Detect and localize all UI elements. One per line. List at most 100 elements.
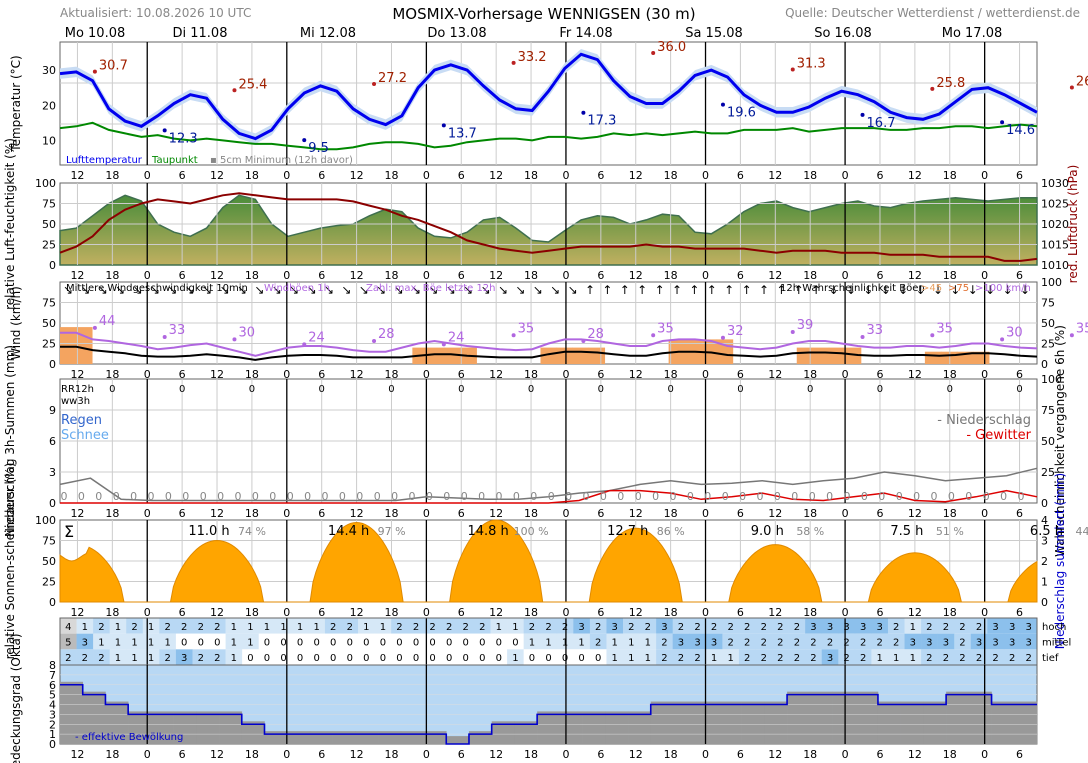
cloud-layer-value: 1 [148,638,154,649]
hour-tick: 18 [803,368,817,381]
precip-3h-value: 0 [687,490,694,503]
precip-3h-value: 0 [269,490,276,503]
cloud-cover-bar [923,701,947,744]
cloud-layer-value: 0 [363,638,369,649]
hour-tick: 6 [737,507,744,520]
cloud-layer-cell [76,618,94,634]
hour-tick: 12 [489,606,503,619]
hour-tick: 12 [489,169,503,182]
wind-arrow: ↘ [115,283,125,297]
cloud-layer-cell [738,633,756,650]
wind-arrow: ↓ [916,283,926,297]
hour-tick: 18 [384,748,398,761]
cloud-layer-value: 0 [297,638,303,649]
hour-tick: 18 [245,169,259,182]
cloud-layer-cell [341,649,359,665]
y-axis-label: relative Sonnen-scheindauer (%) [3,463,17,660]
cloud-layer-cell [109,633,127,650]
cloud-cover-bar [128,711,152,744]
wind-arrow: ↓ [863,283,873,297]
hour-tick: 12 [489,269,503,282]
cloud-layer-value: 2 [181,622,187,633]
cloud-layer-value: 1 [82,622,88,633]
cloud-layer-value: 5 [65,638,71,649]
cloud-layer-value: 2 [860,638,866,649]
cloud-layer-cell [457,649,475,665]
cloud-layer-value: 2 [992,653,998,664]
wind-arrow: ↘ [446,283,456,297]
cloud-cover-bar [446,736,470,744]
hour-tick: 12 [210,368,224,381]
cloud-layer-value: 3 [926,638,932,649]
precip-3h-value: 0 [513,490,520,503]
cloud-layer-cell [705,633,723,650]
cloud-cover-bar [673,701,697,744]
cloud-layer-cell [540,618,558,634]
cloud-layer-value: 2 [893,638,899,649]
wind-arrow: ↑ [689,283,699,297]
cloud-layer-value: 1 [164,638,170,649]
cloud-layer-cell [987,618,1005,634]
cloud-layer-value: 2 [479,622,485,633]
y-tick: 9 [49,404,56,417]
daily-sun-percent: 86 % [657,525,685,538]
hour-tick: 18 [664,269,678,282]
precip-3h-value: 0 [200,490,207,503]
wind-arrow: ↘ [428,283,438,297]
hour-tick: 6 [737,368,744,381]
rr12h-value: 0 [109,384,115,395]
cloud-layer-cell [60,649,77,665]
cloud-layer-cell [275,618,293,634]
cloud-layer-cell [424,633,442,650]
max-gust-label: 30 [1006,325,1023,340]
hour-tick: 0 [562,507,569,520]
cloud-layer-value: 3 [876,622,882,633]
hour-tick: 12 [768,507,782,520]
hour-tick: 12 [908,368,922,381]
cloud-layer-cell [291,649,309,665]
hour-tick: 6 [597,606,604,619]
hour-tick: 18 [245,606,259,619]
y-tick: 6 [49,435,56,448]
cloud-layer-cell [937,618,955,634]
cloud-layer-cell [60,618,77,634]
cloud-layer-value: 1 [148,653,154,664]
wind-arrow: ↓ [968,283,978,297]
cloud-layer-cell [76,633,94,650]
cloud-layer-cell [490,633,508,650]
y-tick: 0 [49,596,56,609]
max-gust-label: 28 [587,327,604,342]
hour-tick: 0 [562,269,569,282]
wind-arrow: ↑ [585,283,595,297]
day-label: Fr 14.08 [559,26,612,41]
precip-3h-value: 0 [530,490,537,503]
legend-dewpoint: Taupunkt [151,155,198,166]
cloud-layer-value: 1 [280,622,286,633]
thunder-probability-line [60,489,1038,504]
cloud-layer-value: 2 [694,653,700,664]
precip-3h-value: 0 [965,490,972,503]
cloud-layer-value: 2 [678,622,684,633]
hour-tick: 12 [908,269,922,282]
cloud-layer-value: 0 [429,653,435,664]
cloud-layer-value: 2 [827,638,833,649]
cloud-cover-bar [832,691,856,744]
cloud-layer-value: 2 [131,622,137,633]
cloud-layer-value: 0 [496,638,502,649]
hour-tick: 0 [423,606,430,619]
cloud-layer-value: 3 [694,638,700,649]
hour-tick: 18 [803,748,817,761]
max-gust-label: 30 [238,325,255,340]
hour-tick: 12 [350,169,364,182]
min-temp-label: 17.3 [587,114,616,129]
cloud-layer-cell [60,633,77,650]
max-temp-label: 30.7 [99,59,128,74]
hour-tick: 12 [489,748,503,761]
precip-3h-value: 0 [356,490,363,503]
max-gust-label: 33 [867,323,884,338]
cloud-layer-cell [109,649,127,665]
hour-tick: 0 [842,748,849,761]
hour-tick: 18 [803,169,817,182]
cloud-layer-value: 4 [65,622,71,633]
hour-tick: 0 [144,606,151,619]
